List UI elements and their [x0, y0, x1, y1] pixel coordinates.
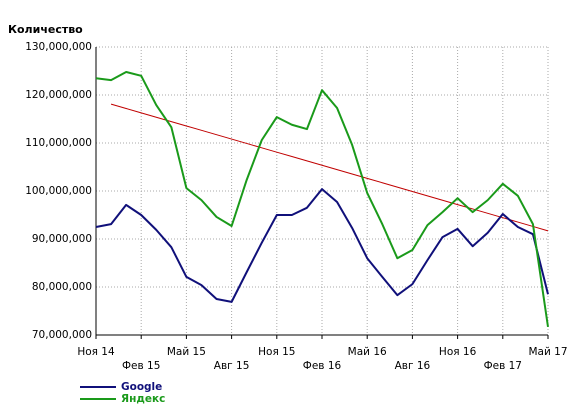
series-line [95, 70, 549, 327]
y-tick-label: 100,000,000 [25, 185, 92, 197]
x-tick-label: Фев 15 [122, 360, 160, 372]
x-tick-label: Май 16 [348, 346, 387, 358]
legend-label: Google [121, 381, 162, 393]
y-tick-label: 80,000,000 [32, 281, 92, 293]
y-tick-label: 120,000,000 [25, 89, 92, 101]
x-tick-label: Ноя 14 [77, 346, 115, 358]
x-tick-label: Авг 15 [214, 360, 250, 372]
y-tick-label: 110,000,000 [25, 137, 92, 149]
x-tick-label: Авг 16 [395, 360, 431, 372]
x-tick-label: Ноя 15 [258, 346, 295, 358]
x-tick-label: Фев 16 [303, 360, 342, 372]
trend-line [110, 103, 549, 232]
legend-label: Яндекс [121, 393, 165, 405]
x-tick-label: Ноя 16 [439, 346, 477, 358]
y-axis-label: Количество [8, 23, 83, 36]
x-tick-label: Май 15 [167, 346, 206, 358]
y-tick-label: 70,000,000 [32, 329, 92, 341]
x-tick-label: Фев 17 [484, 360, 522, 372]
y-tick-label: 90,000,000 [32, 233, 92, 245]
y-tick-label: 130,000,000 [25, 41, 92, 53]
series-line [95, 188, 549, 303]
x-tick-label: Май 17 [528, 346, 567, 358]
